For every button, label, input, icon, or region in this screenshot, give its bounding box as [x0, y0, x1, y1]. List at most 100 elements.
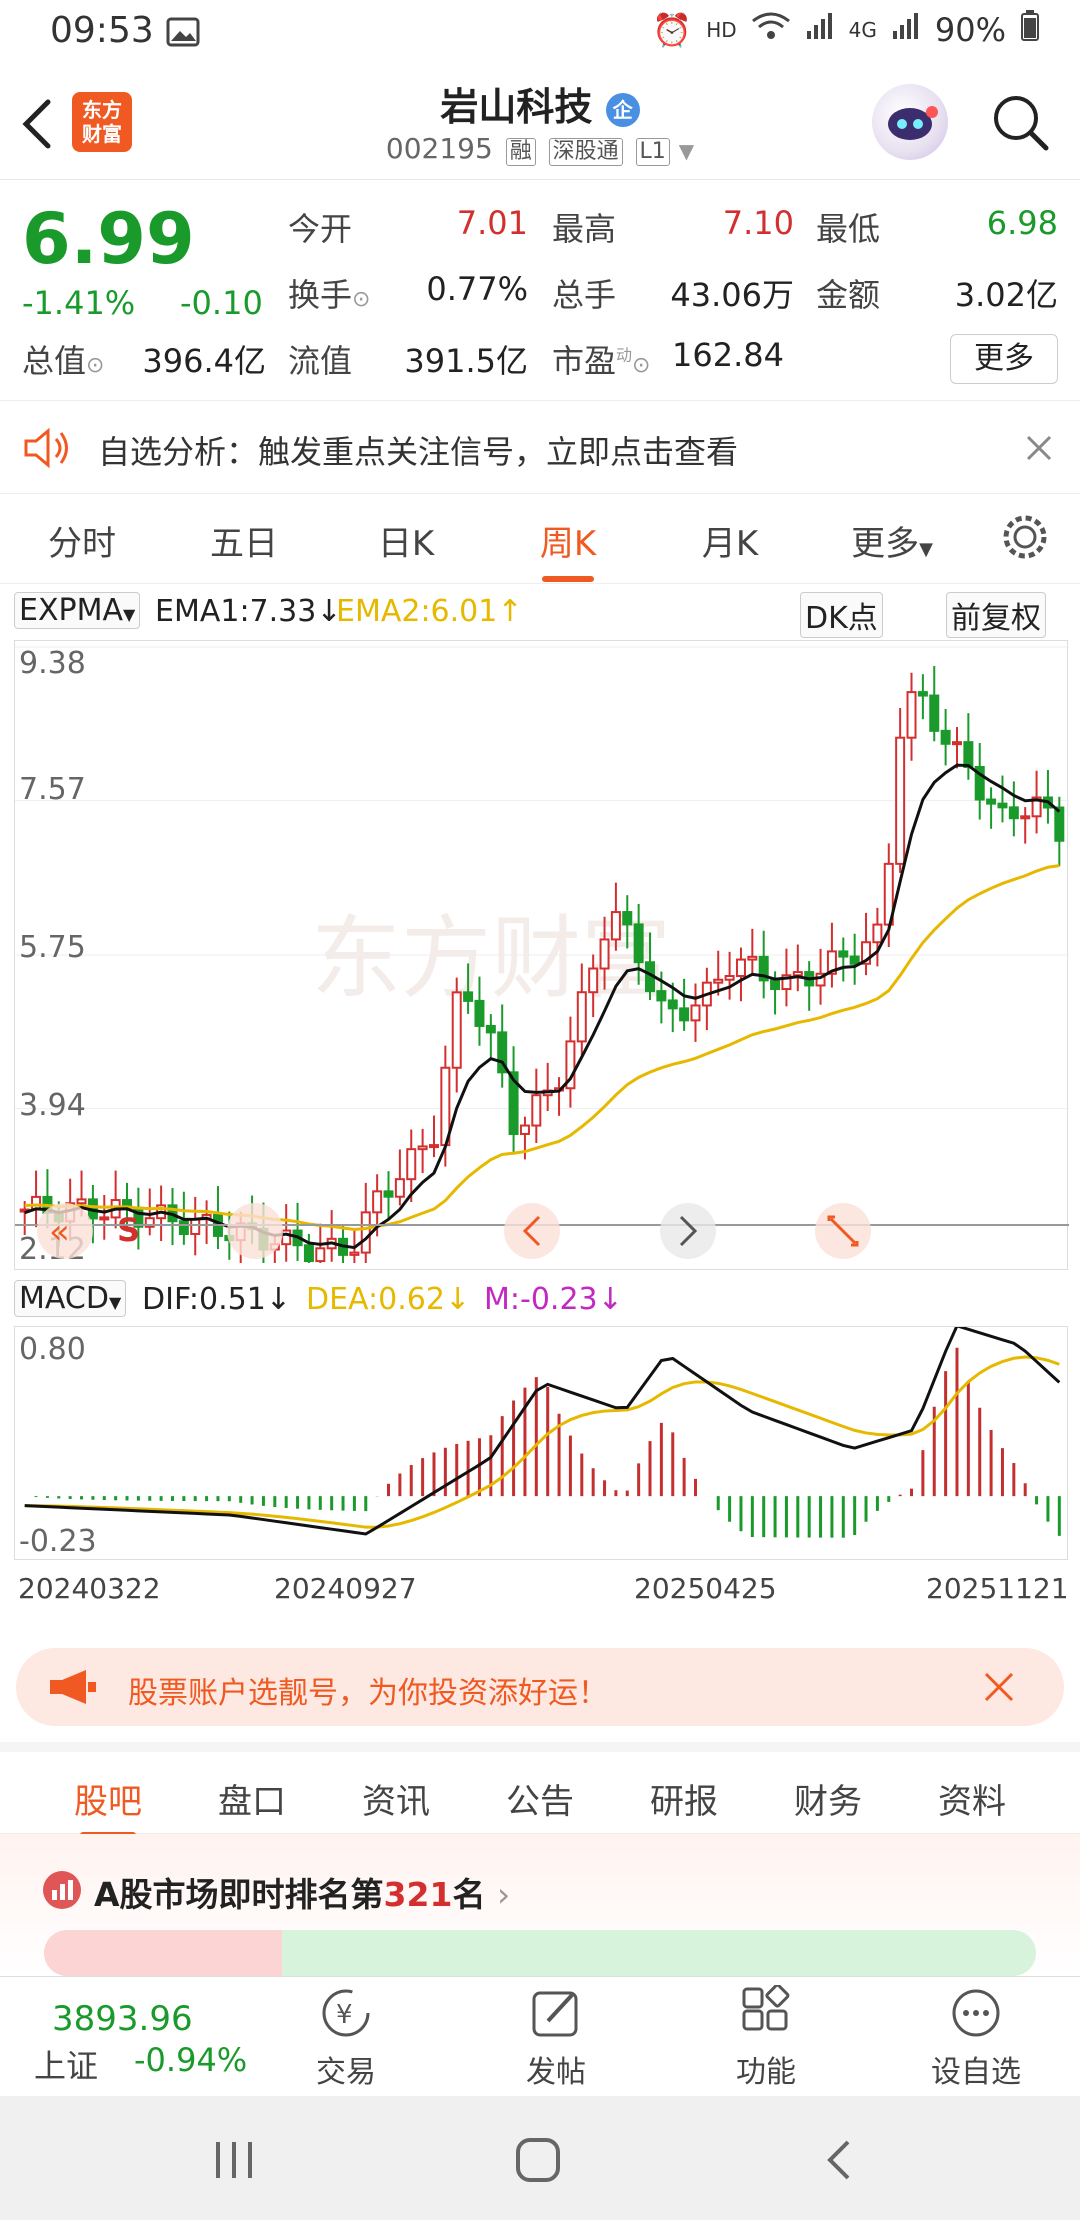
ema2-line	[24, 864, 1060, 1231]
candle-body	[463, 991, 474, 1002]
clock: 09:53	[50, 10, 154, 51]
sub-indicator-select[interactable]: MACD▼	[14, 1280, 127, 1317]
amount-label: 金额	[816, 276, 881, 314]
tag-connect: 深股通	[548, 138, 623, 166]
candle-body	[1008, 806, 1019, 820]
change-amount: -0.10	[180, 284, 263, 322]
mktcap-value: 396.4亿	[142, 342, 266, 380]
image-icon	[166, 16, 200, 56]
tab-announcements[interactable]: 公告	[506, 1782, 574, 1822]
assistant-avatar[interactable]	[872, 84, 948, 160]
candle-body	[986, 798, 997, 805]
app-logo[interactable]: 东方 财富	[72, 92, 132, 152]
candle-body	[633, 923, 644, 964]
candle-body	[315, 1247, 326, 1263]
dea-value: DEA:0.62↓	[306, 1282, 471, 1317]
tab-intraday[interactable]: 分时	[48, 524, 116, 564]
candle-body	[940, 729, 951, 745]
tab-orderbook[interactable]: 盘口	[218, 1782, 286, 1822]
low-value: 6.98	[986, 204, 1058, 242]
tab-forum[interactable]: 股吧	[48, 1774, 168, 1838]
more-circle-icon	[952, 1989, 1000, 2037]
candle-body	[1020, 815, 1031, 820]
adjust-select[interactable]: 前复权	[946, 592, 1046, 638]
add-watchlist-button[interactable]: 设自选	[906, 1985, 1046, 2091]
speaker-icon	[24, 427, 68, 469]
scroll-left-fast-button[interactable]: «	[37, 1203, 93, 1259]
dk-point-button[interactable]: DK点	[800, 592, 883, 638]
market-rank[interactable]: A股市场即时排名第321名 ›	[0, 1834, 1080, 1976]
candle-body	[849, 955, 860, 965]
candle-body	[474, 999, 485, 1027]
alarm-icon: ⏰	[652, 11, 693, 49]
tag-level: L1	[635, 138, 670, 166]
gear-icon[interactable]	[1000, 512, 1050, 562]
post-button[interactable]: 发帖	[486, 1985, 626, 2091]
functions-button[interactable]: 功能	[696, 1985, 836, 2091]
candle-body	[303, 1244, 314, 1263]
signal-icon	[805, 11, 835, 49]
tab-five-day[interactable]: 五日	[210, 524, 278, 564]
zoom-out-button[interactable]	[227, 1203, 283, 1259]
tab-more[interactable]: 更多▼	[851, 524, 933, 564]
candle-body	[815, 972, 826, 987]
megaphone-icon	[50, 1670, 96, 1704]
battery-level: 90%	[934, 11, 1006, 49]
search-button[interactable]	[990, 92, 1050, 152]
macd-ytick-1: -0.23	[19, 1524, 97, 1559]
scroll-right-button[interactable]	[660, 1203, 716, 1259]
candle-body	[1031, 796, 1042, 818]
notice-bar[interactable]: 自选分析：触发重点关注信号，立即点击查看	[0, 400, 1080, 494]
candle-body	[349, 1251, 360, 1256]
promo-banner[interactable]: 股票账户选靓号，为你投资添好运！	[16, 1648, 1064, 1726]
stock-header: 东方 财富 岩山科技 企 002195 融 深股通 L1 ▼	[0, 64, 1080, 180]
tab-weekly-k[interactable]: 周K	[498, 516, 638, 582]
stock-code-row[interactable]: 002195 融 深股通 L1 ▼	[0, 132, 1080, 166]
main-indicator-select[interactable]: EXPMA▼	[14, 592, 141, 629]
volume-label: 总手	[552, 276, 617, 314]
candle-body	[394, 1178, 405, 1198]
home-icon[interactable]	[514, 2136, 562, 2184]
candle-body	[951, 741, 962, 746]
tag-margin: 融	[505, 138, 536, 166]
candle-body	[781, 974, 792, 991]
candle-body	[281, 1229, 292, 1246]
more-button[interactable]: 更多	[950, 334, 1058, 384]
kline-chart[interactable]: 东方财富 9.38 7.57 5.75 3.94 2.12 S «	[14, 640, 1069, 1270]
candle-body	[610, 911, 621, 941]
close-icon[interactable]	[1024, 433, 1054, 463]
candle-body	[656, 990, 667, 1002]
trade-button[interactable]: ¥ 交易	[276, 1985, 416, 2091]
kline-svg: 东方财富 9.38 7.57 5.75 3.94 2.12 S «	[15, 646, 1069, 1267]
candle-body	[428, 1144, 439, 1149]
back-button[interactable]	[18, 94, 58, 154]
robot-icon	[888, 106, 938, 140]
candle-body	[178, 1220, 189, 1235]
fullscreen-icon[interactable]	[815, 1203, 871, 1259]
index-value: 3893.96	[52, 1999, 193, 2039]
dif-value: DIF:0.51↓	[142, 1282, 291, 1317]
candle-body	[667, 999, 678, 1010]
sentiment-bar	[44, 1930, 1036, 1976]
date-label-2: 20250425	[634, 1572, 777, 1605]
tab-profile[interactable]: 资料	[938, 1782, 1006, 1822]
tab-financials[interactable]: 财务	[794, 1782, 862, 1822]
enterprise-badge: 企	[605, 92, 640, 127]
tab-news[interactable]: 资讯	[362, 1782, 430, 1822]
edit-icon	[532, 1991, 578, 2037]
candle-body	[724, 975, 735, 981]
macd-chart[interactable]: 0.80 -0.23	[14, 1324, 1068, 1560]
network-type: 4G	[848, 18, 877, 42]
tab-monthly-k[interactable]: 月K	[701, 524, 759, 564]
tab-research[interactable]: 研报	[650, 1782, 718, 1822]
bottom-toolbar: 3893.96 上证 -0.94% ¥ 交易 发帖 功能 设自选	[0, 1976, 1080, 2096]
tab-daily-k[interactable]: 日K	[377, 524, 435, 564]
date-label-1: 20240927	[274, 1572, 417, 1605]
candle-body	[76, 1198, 87, 1205]
recent-apps-icon[interactable]	[212, 2140, 258, 2180]
candle-body	[872, 923, 883, 944]
candle-body	[190, 1218, 201, 1235]
scroll-left-button[interactable]	[504, 1203, 560, 1259]
back-nav-icon[interactable]	[824, 2138, 854, 2182]
close-icon[interactable]	[982, 1670, 1016, 1704]
